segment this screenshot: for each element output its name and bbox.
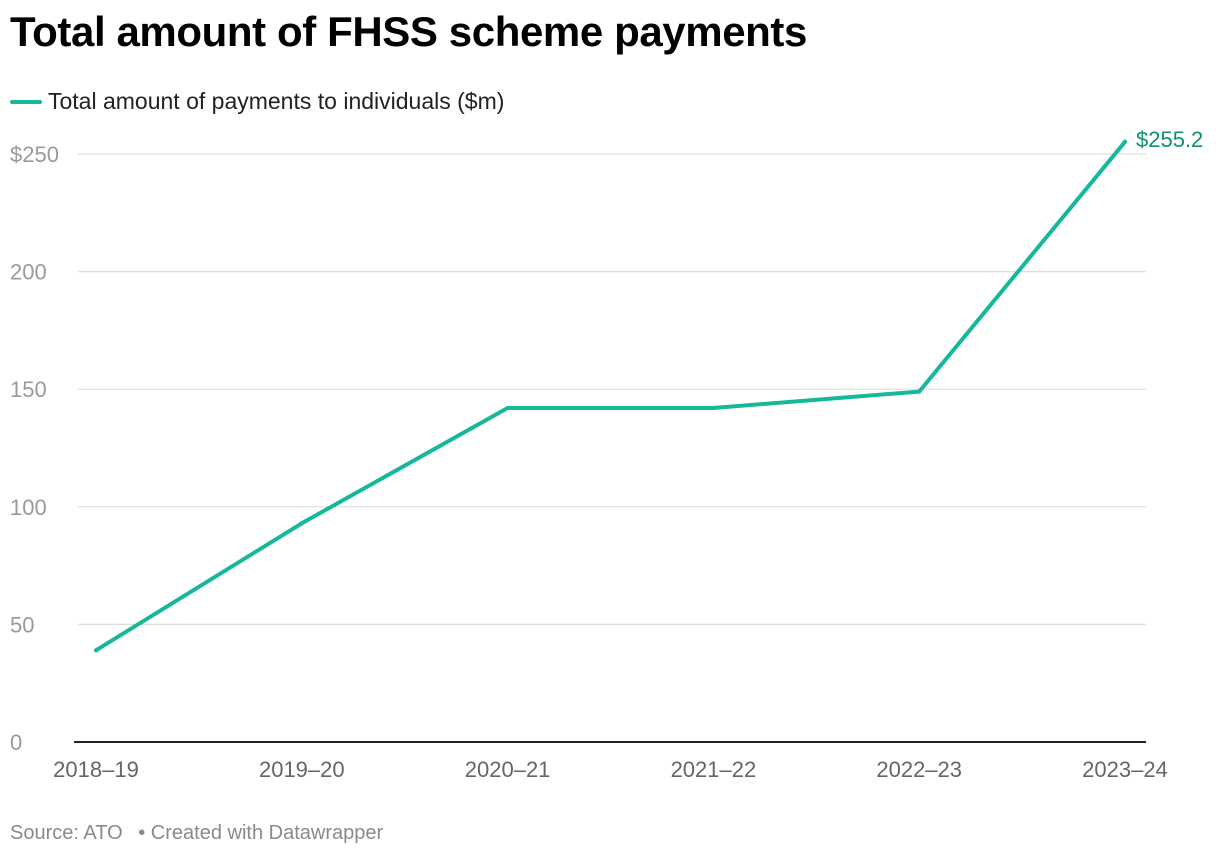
- data-point: [917, 389, 922, 394]
- data-point: [505, 406, 510, 411]
- chart-title: Total amount of FHSS scheme payments: [10, 8, 807, 55]
- x-tick-label: 2019–20: [259, 757, 345, 782]
- data-label-layer: $255.2: [1136, 127, 1203, 152]
- x-tick-label: 2022–23: [876, 757, 962, 782]
- y-axis-tick-labels: 0 50 100 150 200 $250: [10, 142, 59, 755]
- y-tick-label: 150: [10, 377, 47, 402]
- series-layer: [94, 139, 1127, 653]
- x-tick-label: 2023–24: [1082, 757, 1168, 782]
- x-tick-label: 2018–19: [53, 757, 139, 782]
- y-tick-label: 50: [10, 612, 34, 637]
- legend: Total amount of payments to individuals …: [10, 88, 504, 115]
- data-point: [1123, 139, 1127, 144]
- grid-lines: [74, 153, 1146, 743]
- footer: Source: ATO • Created with Datawrapper: [10, 822, 383, 845]
- x-axis-tick-labels: 2018–19 2019–20 2020–21 2021–22 2022–23 2023–…: [53, 757, 1168, 782]
- footer-credit: Created with Datawrapper: [150, 822, 384, 844]
- legend-label: Total amount of payments to individuals …: [48, 88, 505, 114]
- x-tick-label: 2021–22: [671, 757, 757, 782]
- legend-swatch: [10, 99, 42, 104]
- data-point: [299, 521, 304, 526]
- footer-source: Source: ATO: [10, 822, 123, 844]
- end-value-label: $255.2: [1136, 127, 1203, 152]
- data-point: [711, 406, 716, 411]
- y-tick-label: 200: [10, 260, 47, 285]
- series-line: [94, 139, 1127, 653]
- y-tick-label: 100: [10, 495, 47, 520]
- data-point: [94, 648, 98, 653]
- x-tick-label: 2020–21: [465, 757, 551, 782]
- y-tick-label: 0: [10, 730, 22, 755]
- footer-separator: •: [138, 822, 146, 844]
- y-tick-label: $250: [10, 142, 59, 167]
